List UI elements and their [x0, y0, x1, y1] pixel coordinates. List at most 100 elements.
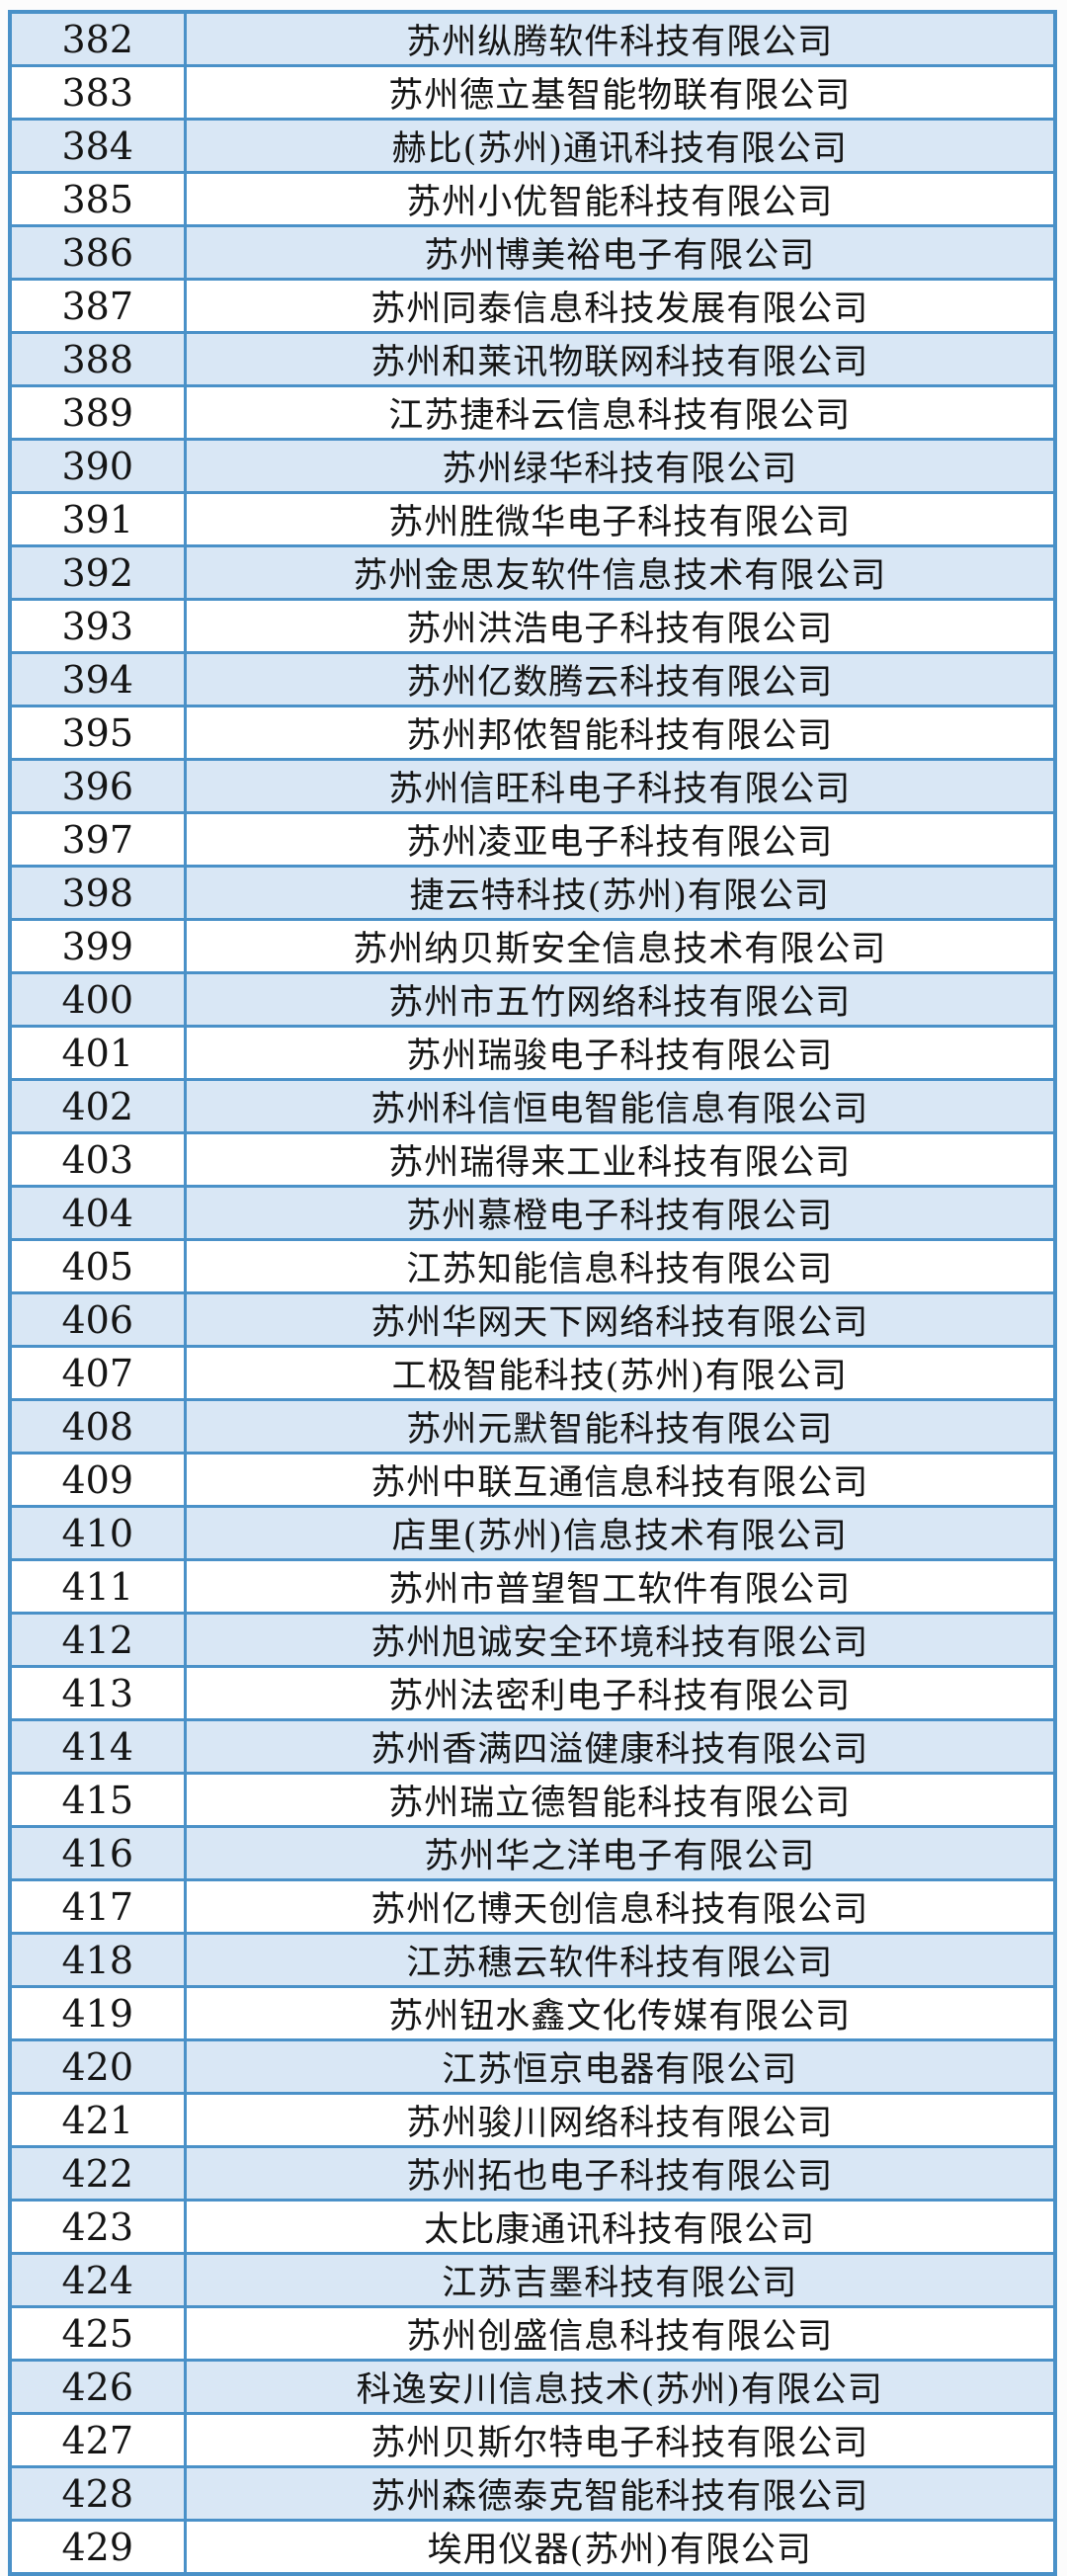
row-number-cell: 415: [8, 1772, 187, 1828]
company-name-cell: 江苏穗云软件科技有限公司: [183, 1932, 1057, 1988]
row-number-cell: 427: [8, 2412, 187, 2468]
row-number-cell: 406: [8, 1291, 187, 1348]
company-name-cell: 苏州元默智能科技有限公司: [183, 1398, 1057, 1454]
company-name-cell: 苏州凌亚电子科技有限公司: [183, 811, 1057, 868]
table-row: 402 苏州科信恒电智能信息有限公司: [8, 1078, 1057, 1134]
row-number-cell: 411: [8, 1558, 187, 1615]
company-name-cell: 苏州同泰信息科技发展有限公司: [183, 278, 1057, 334]
row-number-cell: 410: [8, 1505, 187, 1561]
table-row: 396 苏州信旺科电子科技有限公司: [8, 758, 1057, 814]
table-row: 411 苏州市普望智工软件有限公司: [8, 1558, 1057, 1615]
row-number-cell: 402: [8, 1078, 187, 1134]
table-row: 384 赫比(苏州)通讯科技有限公司: [8, 118, 1057, 174]
row-number-cell: 414: [8, 1718, 187, 1775]
table-row: 394 苏州亿数腾云科技有限公司: [8, 651, 1057, 707]
table-row: 393 苏州洪浩电子科技有限公司: [8, 598, 1057, 654]
company-name-cell: 苏州贝斯尔特电子科技有限公司: [183, 2412, 1057, 2468]
company-name-cell: 苏州华之洋电子有限公司: [183, 1825, 1057, 1881]
row-number-cell: 417: [8, 1878, 187, 1935]
table-row: 390 苏州绿华科技有限公司: [8, 438, 1057, 494]
row-number-cell: 418: [8, 1932, 187, 1988]
table-row: 401 苏州瑞骏电子科技有限公司: [8, 1025, 1057, 1081]
row-number-cell: 385: [8, 171, 187, 227]
company-name-cell: 苏州信旺科电子科技有限公司: [183, 758, 1057, 814]
company-name-cell: 苏州中联互通信息科技有限公司: [183, 1452, 1057, 1508]
company-name-cell: 苏州小优智能科技有限公司: [183, 171, 1057, 227]
row-number-cell: 388: [8, 331, 187, 387]
company-name-cell: 苏州亿博天创信息科技有限公司: [183, 1878, 1057, 1935]
row-number-cell: 390: [8, 438, 187, 494]
table-row: 397 苏州凌亚电子科技有限公司: [8, 811, 1057, 868]
company-name-cell: 苏州钮水鑫文化传媒有限公司: [183, 1985, 1057, 2041]
table-row: 407 工极智能科技(苏州)有限公司: [8, 1345, 1057, 1401]
table-row: 422 苏州拓也电子科技有限公司: [8, 2145, 1057, 2202]
company-name-cell: 苏州纳贝斯安全信息技术有限公司: [183, 918, 1057, 974]
row-number-cell: 399: [8, 918, 187, 974]
company-name-cell: 苏州华网天下网络科技有限公司: [183, 1291, 1057, 1348]
row-number-cell: 395: [8, 705, 187, 761]
company-name-cell: 苏州和莱讯物联网科技有限公司: [183, 331, 1057, 387]
table-row: 400 苏州市五竹网络科技有限公司: [8, 971, 1057, 1028]
company-name-cell: 苏州香满四溢健康科技有限公司: [183, 1718, 1057, 1775]
table-row: 416 苏州华之洋电子有限公司: [8, 1825, 1057, 1881]
row-number-cell: 392: [8, 544, 187, 601]
table-row: 413 苏州法密利电子科技有限公司: [8, 1665, 1057, 1721]
table-row: 382 苏州纵腾软件科技有限公司: [8, 10, 1057, 67]
table-row: 389 江苏捷科云信息科技有限公司: [8, 384, 1057, 441]
table-row: 415 苏州瑞立德智能科技有限公司: [8, 1772, 1057, 1828]
table-row: 405 江苏知能信息科技有限公司: [8, 1238, 1057, 1294]
row-number-cell: 421: [8, 2092, 187, 2148]
row-number-cell: 412: [8, 1612, 187, 1668]
company-list-body: 382 苏州纵腾软件科技有限公司 383 苏州德立基智能物联有限公司 384 赫…: [8, 10, 1057, 2576]
company-name-cell: 苏州科信恒电智能信息有限公司: [183, 1078, 1057, 1134]
row-number-cell: 424: [8, 2252, 187, 2308]
row-number-cell: 396: [8, 758, 187, 814]
table-row: 404 苏州慕橙电子科技有限公司: [8, 1185, 1057, 1241]
company-name-cell: 工极智能科技(苏州)有限公司: [183, 1345, 1057, 1401]
table-row: 392 苏州金思友软件信息技术有限公司: [8, 544, 1057, 601]
company-name-cell: 苏州法密利电子科技有限公司: [183, 1665, 1057, 1721]
table-row: 403 苏州瑞得来工业科技有限公司: [8, 1131, 1057, 1188]
row-number-cell: 419: [8, 1985, 187, 2041]
company-name-cell: 捷云特科技(苏州)有限公司: [183, 865, 1057, 921]
company-name-cell: 江苏吉墨科技有限公司: [183, 2252, 1057, 2308]
table-row: 425 苏州创盛信息科技有限公司: [8, 2305, 1057, 2362]
table-row: 414 苏州香满四溢健康科技有限公司: [8, 1718, 1057, 1775]
company-name-cell: 江苏捷科云信息科技有限公司: [183, 384, 1057, 441]
row-number-cell: 400: [8, 971, 187, 1028]
row-number-cell: 383: [8, 64, 187, 121]
row-number-cell: 389: [8, 384, 187, 441]
table-row: 417 苏州亿博天创信息科技有限公司: [8, 1878, 1057, 1935]
table-row: 391 苏州胜微华电子科技有限公司: [8, 491, 1057, 547]
company-name-cell: 苏州慕橙电子科技有限公司: [183, 1185, 1057, 1241]
table-row: 428 苏州森德泰克智能科技有限公司: [8, 2465, 1057, 2522]
table-row: 421 苏州骏川网络科技有限公司: [8, 2092, 1057, 2148]
company-name-cell: 苏州旭诚安全环境科技有限公司: [183, 1612, 1057, 1668]
table-row: 427 苏州贝斯尔特电子科技有限公司: [8, 2412, 1057, 2468]
table-row: 406 苏州华网天下网络科技有限公司: [8, 1291, 1057, 1348]
company-name-cell: 苏州瑞得来工业科技有限公司: [183, 1131, 1057, 1188]
table-row: 395 苏州邦侬智能科技有限公司: [8, 705, 1057, 761]
company-name-cell: 苏州邦侬智能科技有限公司: [183, 705, 1057, 761]
company-name-cell: 苏州纵腾软件科技有限公司: [183, 10, 1057, 67]
row-number-cell: 401: [8, 1025, 187, 1081]
row-number-cell: 394: [8, 651, 187, 707]
table-row: 383 苏州德立基智能物联有限公司: [8, 64, 1057, 121]
company-name-cell: 赫比(苏州)通讯科技有限公司: [183, 118, 1057, 174]
company-name-cell: 苏州绿华科技有限公司: [183, 438, 1057, 494]
table-row: 419 苏州钮水鑫文化传媒有限公司: [8, 1985, 1057, 2041]
row-number-cell: 398: [8, 865, 187, 921]
row-number-cell: 393: [8, 598, 187, 654]
company-name-cell: 太比康通讯科技有限公司: [183, 2199, 1057, 2255]
company-name-cell: 苏州洪浩电子科技有限公司: [183, 598, 1057, 654]
row-number-cell: 413: [8, 1665, 187, 1721]
table-row: 423 太比康通讯科技有限公司: [8, 2199, 1057, 2255]
company-name-cell: 苏州骏川网络科技有限公司: [183, 2092, 1057, 2148]
table-row: 398 捷云特科技(苏州)有限公司: [8, 865, 1057, 921]
company-name-cell: 江苏知能信息科技有限公司: [183, 1238, 1057, 1294]
company-list-table: 382 苏州纵腾软件科技有限公司 383 苏州德立基智能物联有限公司 384 赫…: [8, 10, 1057, 2576]
table-row: 426 科逸安川信息技术(苏州)有限公司: [8, 2359, 1057, 2415]
company-name-cell: 苏州瑞立德智能科技有限公司: [183, 1772, 1057, 1828]
row-number-cell: 409: [8, 1452, 187, 1508]
row-number-cell: 420: [8, 2038, 187, 2095]
